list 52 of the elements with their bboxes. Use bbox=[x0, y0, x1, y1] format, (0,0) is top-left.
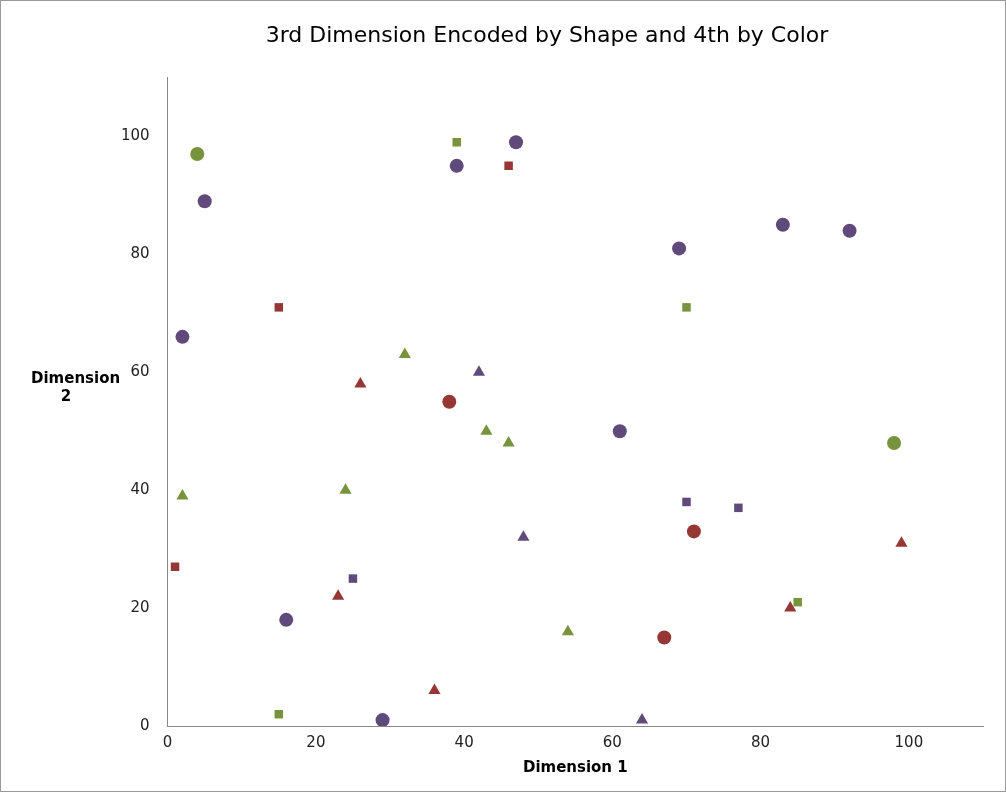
point bbox=[190, 147, 205, 162]
x-tick-label: 40 bbox=[454, 732, 474, 751]
point bbox=[175, 329, 190, 344]
point bbox=[442, 394, 457, 409]
x-tick-label: 60 bbox=[602, 732, 622, 751]
point bbox=[348, 574, 358, 583]
y-tick-label: 100 bbox=[120, 126, 150, 145]
point bbox=[197, 194, 212, 209]
chart-title: 3rd Dimension Encoded by Shape and 4th by Color bbox=[265, 21, 830, 47]
point bbox=[842, 223, 857, 238]
point bbox=[332, 589, 345, 600]
y-tick-label: 0 bbox=[140, 715, 150, 734]
point bbox=[887, 435, 902, 450]
point bbox=[428, 683, 441, 695]
x-tick-label: 100 bbox=[894, 732, 924, 751]
y-tick-label: 80 bbox=[130, 244, 150, 263]
point bbox=[502, 435, 515, 447]
point bbox=[784, 601, 797, 612]
point bbox=[775, 217, 790, 232]
y-axis-title: Dimension 2 bbox=[31, 369, 121, 405]
point bbox=[279, 612, 294, 627]
x-tick-label: 80 bbox=[751, 732, 771, 751]
point bbox=[517, 530, 530, 541]
point bbox=[657, 630, 672, 645]
point bbox=[274, 303, 284, 312]
point bbox=[449, 158, 464, 173]
point bbox=[472, 365, 486, 376]
point bbox=[509, 135, 524, 150]
point bbox=[895, 536, 908, 547]
y-tick-label: 60 bbox=[130, 362, 150, 381]
point bbox=[686, 524, 701, 539]
point bbox=[793, 597, 802, 607]
x-tick-label: 20 bbox=[306, 732, 326, 751]
y-tick-label: 40 bbox=[130, 480, 150, 499]
point bbox=[672, 241, 687, 256]
point bbox=[612, 424, 627, 439]
point bbox=[176, 489, 189, 500]
point bbox=[398, 347, 411, 359]
point bbox=[635, 713, 649, 724]
point bbox=[354, 377, 367, 388]
point bbox=[452, 138, 461, 147]
y-tick-label: 20 bbox=[130, 597, 150, 616]
point bbox=[682, 497, 691, 507]
point bbox=[504, 161, 513, 171]
point bbox=[480, 424, 493, 435]
x-tick-label: 0 bbox=[162, 732, 173, 751]
point bbox=[561, 624, 574, 636]
x-axis-title: Dimension 1 bbox=[522, 757, 628, 776]
point bbox=[734, 503, 743, 513]
point bbox=[339, 483, 352, 494]
point bbox=[375, 713, 390, 726]
point bbox=[682, 303, 691, 312]
